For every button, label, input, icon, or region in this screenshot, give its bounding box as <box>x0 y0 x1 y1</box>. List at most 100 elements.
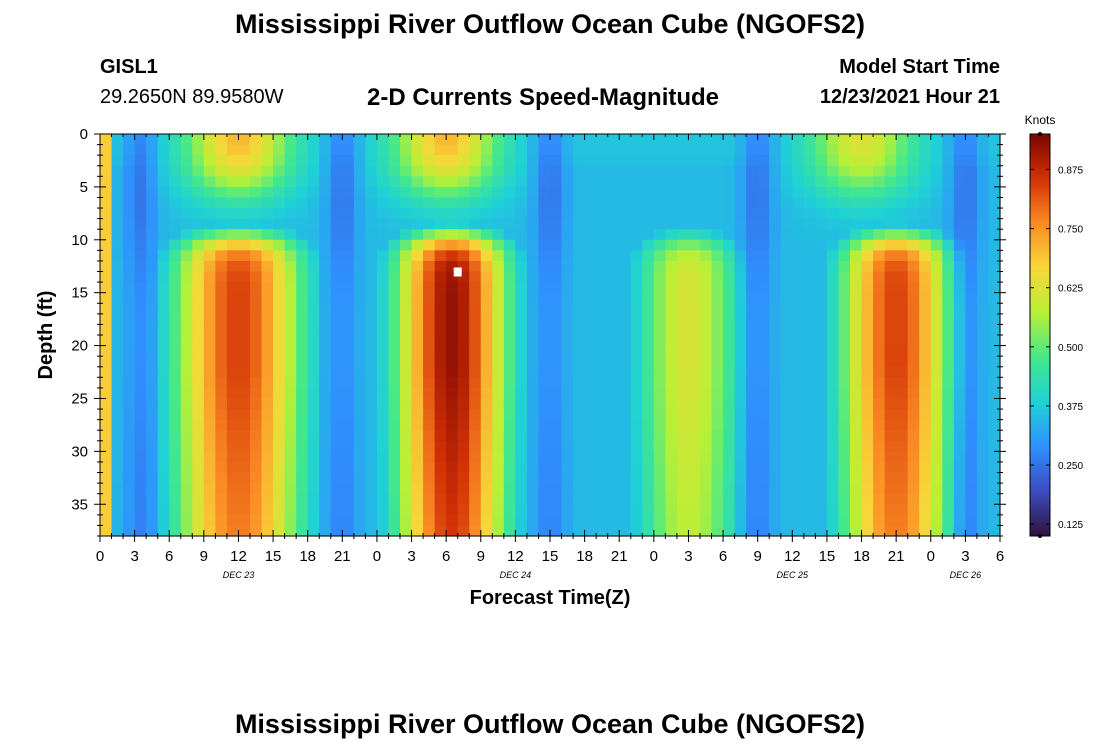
heatmap-cell <box>538 483 551 495</box>
heatmap-cell <box>215 218 228 230</box>
heatmap-cell <box>526 345 540 357</box>
heatmap-cell <box>238 472 251 484</box>
heatmap-cell <box>596 525 609 537</box>
heatmap-cell <box>723 218 736 230</box>
heatmap-cell <box>619 197 632 209</box>
heatmap-cell <box>561 165 574 177</box>
heatmap-cell <box>203 165 216 177</box>
heatmap-cell <box>169 409 182 421</box>
heatmap-cell <box>653 197 666 209</box>
heatmap-cell <box>550 165 563 177</box>
heatmap-cell <box>261 514 274 527</box>
heatmap-cell <box>388 377 401 389</box>
heatmap-cell <box>111 313 124 326</box>
heatmap-cell <box>826 493 840 505</box>
heatmap-cell <box>192 250 205 262</box>
heatmap-cell <box>734 260 747 273</box>
heatmap-cell <box>907 525 920 537</box>
heatmap-cell <box>319 282 332 294</box>
heatmap-cell <box>203 303 216 315</box>
heatmap-cell <box>607 430 620 442</box>
heatmap-cell <box>688 514 701 527</box>
heatmap-cell <box>284 208 297 220</box>
heatmap-cell <box>884 271 897 283</box>
heatmap-cell <box>988 239 1001 251</box>
heatmap-cell <box>134 398 147 410</box>
heatmap-cell <box>896 345 909 357</box>
heatmap-cell <box>353 292 366 304</box>
heatmap-cell <box>746 398 759 410</box>
heatmap-cell <box>376 440 390 452</box>
heatmap-cell <box>411 155 424 167</box>
heatmap-cell <box>330 229 343 241</box>
heatmap-cell <box>919 250 932 262</box>
heatmap-cell <box>630 250 643 262</box>
heatmap-cell <box>376 419 390 431</box>
heatmap-cell <box>861 525 874 537</box>
heatmap-cell <box>157 356 170 368</box>
heatmap-cell <box>757 398 770 410</box>
heatmap-cell <box>873 335 886 347</box>
heatmap-cell <box>907 218 920 230</box>
heatmap-cell <box>503 282 516 294</box>
heatmap-cell <box>584 282 597 294</box>
heatmap-cell <box>988 155 1001 167</box>
heatmap-cell <box>607 239 620 251</box>
heatmap-cell <box>411 134 424 146</box>
heatmap-cell <box>688 345 701 357</box>
heatmap-cell <box>907 271 920 283</box>
heatmap-cell <box>642 303 655 315</box>
y-tick-label: 15 <box>71 285 88 302</box>
heatmap-cell <box>769 260 782 273</box>
heatmap-cell <box>203 282 216 294</box>
heatmap-cell <box>573 282 586 294</box>
heatmap-cell <box>930 271 943 283</box>
heatmap-cell <box>538 165 551 177</box>
heatmap-cell <box>688 493 701 505</box>
heatmap-cell <box>826 409 840 421</box>
heatmap-cell <box>988 165 1001 177</box>
heatmap-cell <box>757 282 770 294</box>
heatmap-cell <box>861 165 874 177</box>
heatmap-cell <box>550 493 563 505</box>
heatmap-cell <box>469 419 482 431</box>
heatmap-cell <box>792 483 805 495</box>
heatmap-cell <box>757 176 770 188</box>
heatmap-cell <box>619 461 632 474</box>
heatmap-cell <box>100 504 113 516</box>
heatmap-cell <box>446 292 459 304</box>
heatmap-cell <box>815 197 828 209</box>
heatmap-cell <box>550 197 563 209</box>
heatmap-cell <box>907 260 920 273</box>
heatmap-cell <box>850 440 863 452</box>
heatmap-cell <box>238 292 251 304</box>
heatmap-cell <box>780 335 793 347</box>
heatmap-cell <box>619 387 632 400</box>
heatmap-cell <box>769 345 782 357</box>
heatmap-cell <box>400 440 413 452</box>
heatmap-cell <box>803 461 816 474</box>
heatmap-cell <box>434 250 447 262</box>
heatmap-cell <box>815 409 828 421</box>
heatmap-cell <box>942 313 955 326</box>
heatmap-cell <box>757 155 770 167</box>
heatmap-cell <box>642 335 655 347</box>
heatmap-cell <box>423 398 436 410</box>
heatmap-cell <box>238 218 251 230</box>
heatmap-cell <box>365 525 378 537</box>
heatmap-cell <box>907 303 920 315</box>
heatmap-cell <box>907 345 920 357</box>
x-tick-label: 18 <box>576 548 593 565</box>
heatmap-cell <box>561 472 574 484</box>
heatmap-cell <box>653 282 666 294</box>
heatmap-cell <box>353 313 366 326</box>
heatmap-cell <box>100 472 113 484</box>
heatmap-cell <box>388 303 401 315</box>
heatmap-cell <box>723 377 736 389</box>
heatmap-cell <box>953 504 966 516</box>
heatmap-cell <box>711 409 724 421</box>
heatmap-cell <box>619 514 632 527</box>
heatmap-cell <box>480 398 493 410</box>
heatmap-cell <box>896 409 909 421</box>
heatmap-cell <box>850 250 863 262</box>
